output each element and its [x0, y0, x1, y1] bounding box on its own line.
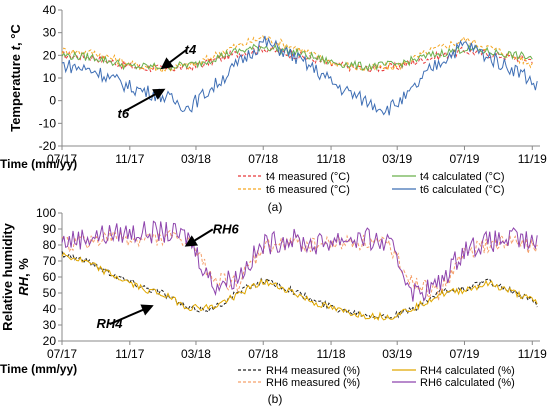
x-tick-label: 03/19	[382, 347, 412, 361]
legend-label: RH6 measured (%)	[266, 377, 360, 389]
y-axis-title: Temperature t, °C	[8, 24, 23, 132]
x-tick-label: 03/19	[382, 152, 412, 166]
legend-label: t6 calculated (°C)	[420, 184, 505, 196]
series-line-2	[61, 43, 533, 72]
y-axis-title: Relative humidityRH, %	[0, 222, 31, 330]
y-tick-label: 0	[49, 94, 56, 108]
x-axis-title: Time (mm/yy)	[0, 157, 77, 171]
panel-caption: (a)	[268, 200, 283, 214]
x-tick-label: 11/18	[316, 152, 345, 166]
legend-label: RH4 calculated (%)	[420, 365, 515, 377]
x-tick-label: 07/17	[47, 152, 77, 166]
y-tick-label: 30	[43, 318, 57, 332]
y-tick-label: 10	[43, 71, 57, 85]
y-tick-label: 40	[43, 302, 57, 316]
y-tick-label: 90	[43, 222, 57, 236]
annotation-label: RH4	[97, 316, 124, 331]
annotation-arrow	[160, 49, 188, 70]
y-axis-title-unit: , %	[16, 258, 31, 277]
x-axis-title: Time (mm/yy)	[0, 362, 77, 376]
series-line-1	[61, 35, 533, 74]
y-axis-title-main: Relative humidity	[0, 222, 15, 330]
y-axis-title-unit: , °C	[8, 24, 23, 46]
y-tick-label: 20	[43, 334, 57, 348]
y-tick-label: 40	[43, 3, 57, 17]
y-axis-title-var: RH	[16, 276, 31, 295]
series-line-3	[61, 35, 538, 116]
x-tick-label: 07/19	[449, 152, 479, 166]
y-axis-title-var: t	[8, 45, 23, 50]
y-tick-label: 20	[43, 48, 57, 62]
x-tick-label: 03/18	[181, 152, 211, 166]
legend-label: RH4 measured (%)	[266, 365, 360, 377]
y-tick-label: 80	[43, 238, 57, 252]
y-tick-label: 50	[43, 286, 57, 300]
legend-label: t6 measured (°C)	[266, 184, 350, 196]
y-tick-label: 100	[36, 206, 56, 220]
annotation-arrow	[109, 304, 154, 326]
x-tick-label: 11/18	[316, 347, 345, 361]
x-tick-label: 11/17	[115, 152, 144, 166]
y-tick-label: 60	[43, 270, 57, 284]
series-line-3	[61, 220, 538, 303]
annotation-label: t4	[185, 42, 197, 57]
y-tick-label: -20	[39, 139, 57, 153]
annotation-label: RH6	[213, 221, 240, 236]
chart-panel-temperature: -20 -10 0 10 20 30 40 07/17 11/17 03/18 07/18 11/18…	[0, 3, 547, 214]
chart-panel-humidity: 20 30 40 50 60 70 80 90 100 07/17 11/17 03/18 07/18 1…	[0, 206, 547, 406]
x-tick-label: 07/17	[47, 347, 77, 361]
annotation-label: t6	[118, 106, 130, 121]
x-tick-label: 11/17	[115, 347, 144, 361]
y-tick-label: 30	[43, 26, 57, 40]
x-tick-label: 11/19	[518, 152, 547, 166]
x-tick-label: 07/19	[449, 347, 479, 361]
y-tick-label: 70	[43, 254, 57, 268]
x-tick-label: 11/19	[518, 347, 547, 361]
annotation-arrow	[184, 228, 214, 247]
x-tick-label: 07/18	[248, 347, 278, 361]
legend-label: t4 measured (°C)	[266, 171, 350, 183]
panel-caption: (b)	[268, 392, 283, 406]
series-line-2	[61, 251, 538, 321]
x-tick-label: 03/18	[181, 347, 211, 361]
series-line-0	[61, 251, 538, 320]
y-axis-title-main: Temperature	[8, 50, 23, 131]
annotation-arrow	[122, 88, 166, 113]
legend-label: t4 calculated (°C)	[420, 171, 505, 183]
legend-label: RH6 calculated (%)	[420, 377, 515, 389]
y-tick-label: -10	[39, 116, 57, 130]
x-tick-label: 07/18	[248, 152, 278, 166]
